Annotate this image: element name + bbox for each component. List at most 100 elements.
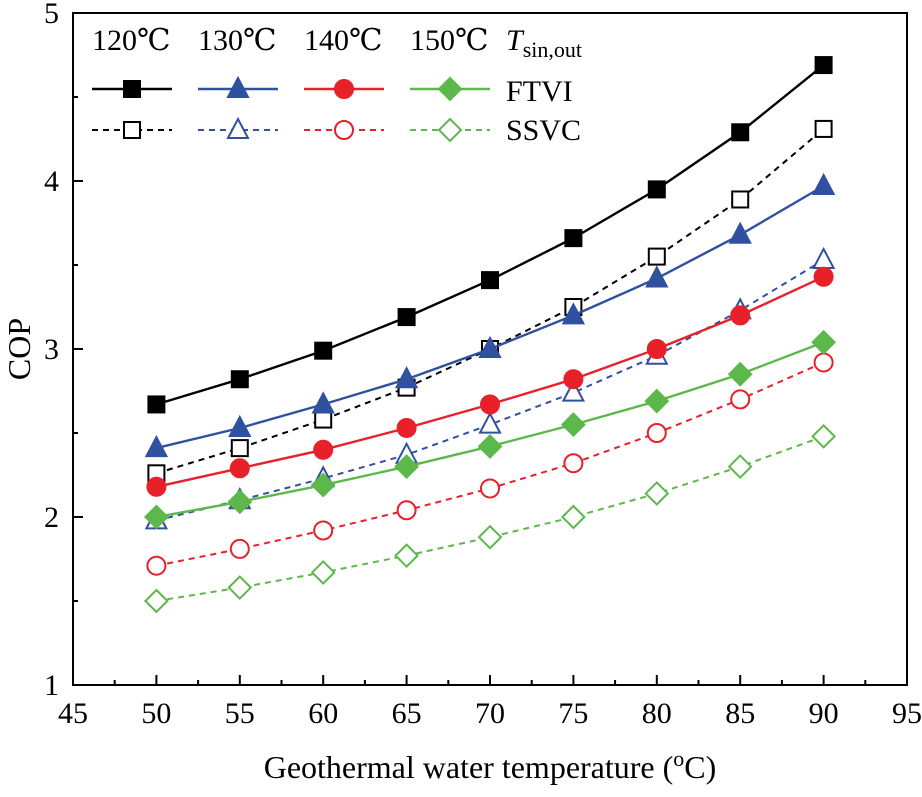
legend-variable-label: Tsin,out (506, 24, 582, 62)
legend-label-ssvc: SSVC (506, 114, 581, 147)
series-layer (143, 56, 837, 614)
legend-marker-ftvi-120c (123, 80, 141, 98)
data-point-ssvc-140c (813, 352, 834, 373)
data-point-ftvi-140c (813, 266, 834, 287)
data-point-ssvc-140c (229, 538, 250, 559)
x-tick-label: 70 (475, 697, 505, 730)
data-point-ssvc-150c (310, 560, 336, 585)
series-ftvi-150c (143, 329, 837, 530)
series-ftvi-130c (144, 172, 836, 458)
data-point-ftvi-150c (811, 329, 837, 355)
data-point-ssvc-150c (394, 543, 420, 569)
data-point-ftvi-120c (814, 56, 833, 75)
legend-marker-ssvc-130c (226, 116, 250, 139)
x-tick-label: 75 (558, 697, 588, 730)
legend-header-150: 150℃ (410, 24, 489, 57)
data-point-ftvi-130c (478, 335, 502, 358)
data-point-ftvi-130c (394, 366, 419, 389)
data-point-ftvi-150c (310, 472, 336, 498)
x-axis-label-end: C) (684, 749, 716, 785)
y-tick-label: 3 (44, 333, 59, 366)
x-axis-label-main: Geothermal water temperature ( (264, 749, 674, 785)
x-tick-label: 55 (225, 697, 255, 730)
data-point-ssvc-150c (227, 575, 253, 600)
data-point-ssvc-150c (477, 524, 503, 550)
data-point-ftvi-150c (560, 412, 586, 438)
data-point-ftvi-130c (645, 265, 669, 288)
legend: 120℃ 130℃ 140℃ 150℃ Tsin,out FTVI SSVC (92, 24, 582, 147)
series-line-ssvc-130c (156, 259, 825, 522)
data-point-ftvi-150c (394, 454, 420, 480)
legend-marker-ssvc-140c (334, 120, 354, 140)
data-point-ssvc-140c (480, 478, 500, 499)
data-point-ssvc-150c (143, 588, 169, 614)
y-axis-label: COP (1, 318, 37, 380)
data-point-ssvc-120c (647, 247, 666, 266)
data-point-ssvc-120c (814, 119, 833, 138)
x-tick-label: 65 (392, 697, 422, 730)
legend-label-ftvi: FTVI (506, 75, 573, 108)
data-point-ftvi-140c (563, 369, 584, 390)
legend-marker-ftvi-150c (437, 76, 463, 102)
data-point-ssvc-150c (727, 454, 753, 480)
series-ssvc-150c (143, 423, 837, 614)
x-tick-label: 45 (58, 697, 88, 730)
y-tick-label: 2 (44, 501, 59, 534)
series-line-ssvc-150c (156, 435, 824, 602)
x-tick-label: 60 (308, 697, 338, 730)
data-point-ftvi-130c (561, 302, 586, 325)
data-point-ftvi-140c (730, 305, 751, 326)
x-tick-label: 90 (809, 697, 839, 730)
data-point-ssvc-150c (644, 481, 670, 506)
data-point-ftvi-150c (227, 489, 253, 515)
data-point-ftvi-140c (313, 439, 334, 460)
data-point-ftvi-150c (727, 361, 753, 387)
data-point-ftvi-140c (646, 339, 667, 359)
data-point-ssvc-130c (561, 379, 586, 402)
series-ftvi-120c (147, 56, 833, 414)
legend-variable-sub: sin,out (523, 37, 582, 62)
data-point-ssvc-120c (230, 439, 249, 458)
data-point-ftvi-140c (480, 394, 500, 415)
legend-marker-ftvi-140c (334, 79, 354, 99)
y-tick-label: 4 (44, 165, 59, 198)
data-point-ssvc-140c (563, 453, 584, 474)
series-ftvi-140c (146, 266, 834, 497)
data-point-ftvi-120c (314, 341, 333, 360)
axis-ticks (72, 12, 908, 686)
data-point-ssvc-120c (731, 190, 750, 209)
x-tick-label: 85 (725, 697, 755, 730)
data-point-ftvi-150c (143, 504, 169, 530)
x-axis-label: Geothermal water temperature (oC) (264, 746, 717, 785)
x-tick-label: 80 (642, 697, 672, 730)
series-ssvc-140c (146, 352, 834, 576)
data-point-ssvc-140c (396, 500, 417, 521)
data-point-ftvi-120c (731, 123, 750, 142)
data-point-ftvi-130c (144, 434, 169, 458)
data-point-ftvi-130c (811, 172, 836, 196)
data-point-ftvi-130c (311, 391, 335, 414)
data-point-ssvc-140c (730, 389, 751, 410)
data-point-ftvi-140c (396, 417, 417, 438)
data-point-ftvi-120c (564, 229, 583, 248)
y-tick-label: 5 (44, 0, 59, 30)
legend-marker-ssvc-120c (123, 121, 141, 139)
data-point-ftvi-150c (477, 434, 503, 459)
data-point-ssvc-150c (560, 504, 586, 530)
data-point-ftvi-120c (647, 180, 666, 199)
data-point-ftvi-140c (229, 458, 250, 479)
data-point-ftvi-120c (481, 271, 499, 290)
data-point-ftvi-120c (230, 370, 249, 389)
x-axis-label-sup: o (673, 746, 684, 771)
data-point-ssvc-130c (478, 411, 502, 434)
data-point-ssvc-120c (314, 410, 333, 429)
data-point-ftvi-130c (728, 221, 752, 244)
data-point-ftvi-120c (397, 308, 416, 327)
x-tick-label: 50 (141, 697, 171, 730)
legend-marker-ftvi-130c (226, 75, 250, 98)
legend-header-120: 120℃ (92, 24, 171, 57)
legend-header-140: 140℃ (304, 24, 383, 57)
legend-variable-main: T (506, 24, 525, 57)
